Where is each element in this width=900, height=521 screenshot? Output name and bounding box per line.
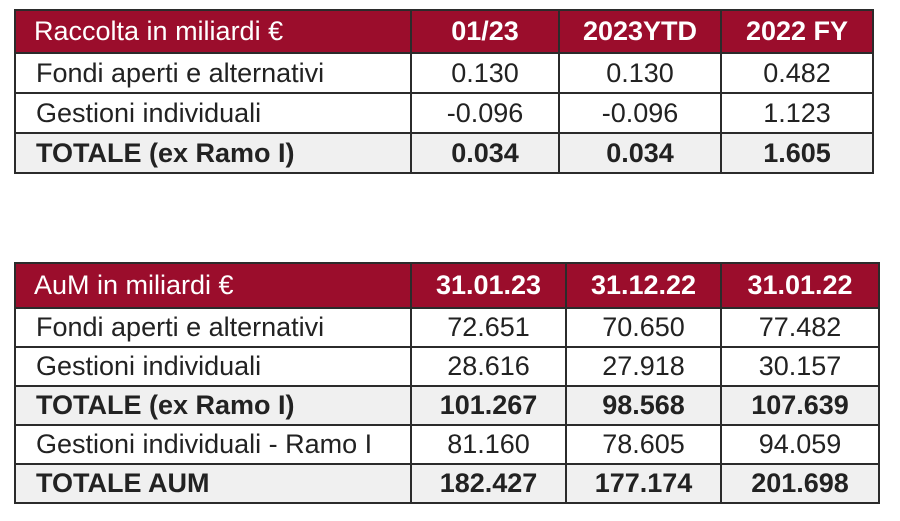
aum-header-col-1: 31.01.23 [410,262,567,309]
cell-value: -0.096 [410,92,560,134]
row-label: Gestioni individuali [14,346,412,387]
row-label: Gestioni individuali - Ramo I [14,424,412,465]
cell-value: 70.650 [565,307,722,348]
cell-value: 182.427 [410,463,567,504]
aum-header-col-2: 31.12.22 [565,262,722,309]
aum-header-row: AuM in miliardi € 31.01.23 31.12.22 31.0… [14,262,880,309]
row-label: TOTALE AUM [14,463,412,504]
raccolta-header-col-3: 2022 FY [720,9,874,54]
cell-value: 1.605 [720,132,874,174]
cell-value: 0.130 [410,52,560,94]
cell-value: 28.616 [410,346,567,387]
raccolta-table: Raccolta in miliardi € 01/23 2023YTD 202… [14,9,874,174]
cell-value: 78.605 [565,424,722,465]
cell-value: -0.096 [558,92,722,134]
cell-value: 107.639 [720,385,880,426]
total-row: TOTALE (ex Ramo I) 0.034 0.034 1.605 [14,132,874,174]
row-label: Gestioni individuali [14,92,412,134]
cell-value: 77.482 [720,307,880,348]
raccolta-header-row: Raccolta in miliardi € 01/23 2023YTD 202… [14,9,874,54]
raccolta-header-col-1: 01/23 [410,9,560,54]
cell-value: 0.034 [410,132,560,174]
table-row: Gestioni individuali - Ramo I 81.160 78.… [14,424,880,465]
cell-value: 0.482 [720,52,874,94]
aum-header-title: AuM in miliardi € [14,262,412,309]
cell-value: 81.160 [410,424,567,465]
cell-value: 72.651 [410,307,567,348]
row-label: Fondi aperti e alternativi [14,307,412,348]
cell-value: 30.157 [720,346,880,387]
total-row: TOTALE (ex Ramo I) 101.267 98.568 107.63… [14,385,880,426]
table-row: Gestioni individuali 28.616 27.918 30.15… [14,346,880,387]
cell-value: 94.059 [720,424,880,465]
cell-value: 0.034 [558,132,722,174]
aum-table: AuM in miliardi € 31.01.23 31.12.22 31.0… [14,262,880,504]
table-row: Gestioni individuali -0.096 -0.096 1.123 [14,92,874,134]
cell-value: 201.698 [720,463,880,504]
cell-value: 98.568 [565,385,722,426]
aum-header-col-3: 31.01.22 [720,262,880,309]
raccolta-header-title: Raccolta in miliardi € [14,9,412,54]
table-row: Fondi aperti e alternativi 0.130 0.130 0… [14,52,874,94]
cell-value: 27.918 [565,346,722,387]
cell-value: 101.267 [410,385,567,426]
cell-value: 0.130 [558,52,722,94]
row-label: Fondi aperti e alternativi [14,52,412,94]
cell-value: 177.174 [565,463,722,504]
raccolta-header-col-2: 2023YTD [558,9,722,54]
table-row: Fondi aperti e alternativi 72.651 70.650… [14,307,880,348]
row-label: TOTALE (ex Ramo I) [14,385,412,426]
cell-value: 1.123 [720,92,874,134]
total-row: TOTALE AUM 182.427 177.174 201.698 [14,463,880,504]
row-label: TOTALE (ex Ramo I) [14,132,412,174]
